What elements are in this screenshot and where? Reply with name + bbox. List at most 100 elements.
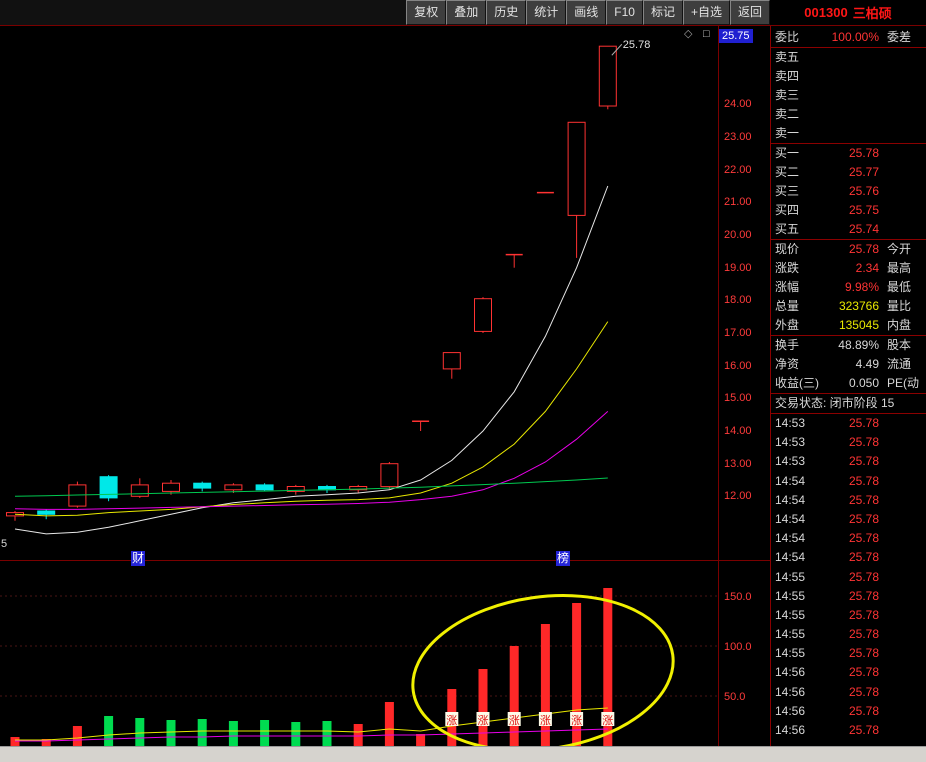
volume-axis: 150.0 100.0 50.0	[718, 560, 770, 746]
volume-bar	[384, 702, 394, 746]
weibi-value: 100.00%	[831, 30, 879, 44]
tag-bang[interactable]: 榜	[556, 551, 571, 566]
tick-price: 25.78	[848, 473, 879, 488]
volume-bar	[291, 722, 301, 746]
tick-price: 25.78	[848, 588, 879, 603]
stat-row: 外盘 135045 内盘	[771, 316, 926, 335]
buy-level-label: 买三	[775, 184, 800, 198]
tick-time: 14:56	[775, 723, 806, 737]
candle-body	[37, 510, 56, 515]
toolbar-button-F10[interactable]: F10	[606, 0, 643, 25]
rise-mark-bg	[538, 712, 552, 726]
candle-body	[598, 45, 617, 107]
sell-level-row: 卖一	[771, 124, 926, 143]
tick-price: 25.78	[848, 684, 879, 699]
buy-level-row: 买五 25.74	[771, 220, 926, 239]
volume-bar	[166, 720, 176, 746]
tag-cai[interactable]: 财	[131, 551, 146, 566]
stat-row: 换手 48.89% 股本	[771, 336, 926, 355]
ma-line	[14, 411, 609, 510]
tick-time: 14:54	[775, 473, 806, 488]
buy-level-row: 买四 25.75	[771, 201, 926, 220]
candle-body	[99, 476, 118, 499]
sell-level-label: 卖二	[775, 107, 800, 121]
volume-bar	[509, 646, 519, 746]
buy-level-row: 买二 25.77	[771, 163, 926, 182]
trade-status: 交易状态: 闭市阶段 15	[775, 396, 895, 410]
weicha-label: 委差	[887, 30, 912, 44]
main-chart[interactable]: 25.78	[0, 26, 718, 560]
buy-level-label: 买二	[775, 165, 800, 179]
stat-value: 135045	[838, 318, 879, 332]
volume-svg[interactable]: 涨涨涨涨涨涨	[0, 561, 718, 746]
candle-body	[193, 482, 212, 489]
stat-label: 涨幅	[775, 280, 800, 294]
current-price-marker: 25.75	[719, 29, 753, 43]
sidebar-divider	[771, 239, 926, 240]
volume-bar	[228, 721, 238, 746]
tick-row: 14:56 25.78	[771, 663, 926, 682]
toolbar-button-统计[interactable]: 统计	[526, 0, 567, 25]
rise-mark-bg	[601, 712, 615, 726]
tick-time: 14:54	[775, 550, 806, 565]
stat-value: 48.89%	[838, 338, 879, 352]
stat-row: 净资 4.49 流通	[771, 355, 926, 374]
ma-line	[14, 185, 609, 535]
toolbar-button-+自选[interactable]: +自选	[682, 0, 730, 25]
tick-price: 25.78	[848, 627, 879, 642]
toolbar-button-复权[interactable]: 复权	[406, 0, 447, 25]
buy-level-label: 买五	[775, 222, 800, 236]
stat-label2: 最低	[887, 280, 912, 294]
stat-label2: 股本	[887, 338, 912, 352]
diamond-icon[interactable]: ◇	[684, 28, 693, 40]
stat-label: 涨跌	[775, 261, 800, 275]
rise-mark-bg	[445, 712, 459, 726]
stat-label: 收益(三)	[775, 376, 819, 390]
maximize-icon[interactable]: □	[703, 28, 710, 40]
tick-price: 25.78	[848, 454, 879, 469]
candle-body	[380, 463, 399, 488]
candle-body	[567, 121, 586, 216]
tick-time: 14:55	[775, 646, 806, 661]
stat-label: 外盘	[775, 318, 800, 332]
bottom-scrollbar[interactable]	[0, 746, 926, 762]
stat-value: 0.050	[848, 376, 879, 390]
buy-level-row: 买一 25.78	[771, 144, 926, 163]
stat-row: 收益(三) 0.050 PE(动	[771, 374, 926, 393]
toolbar-button-画线[interactable]: 画线	[566, 0, 607, 25]
volume-bar	[260, 720, 270, 746]
sell-level-row: 卖五	[771, 48, 926, 67]
price-axis-label: 15.00	[724, 392, 752, 405]
tick-price: 25.78	[848, 416, 879, 430]
sidebar-body: 委比 100.00% 委差 卖五 卖四 卖三 卖二 卖一 买一 25.78 买二 25.77 买三 25.…	[771, 28, 926, 740]
tick-time: 14:56	[775, 665, 806, 680]
stat-value: 4.49	[855, 357, 879, 371]
rise-mark-label: 涨	[509, 714, 520, 727]
volume-pane[interactable]: 涨涨涨涨涨涨	[0, 560, 718, 746]
stat-label: 换手	[775, 338, 800, 352]
last-price-label: 25.78	[623, 39, 651, 51]
toolbar-button-历史[interactable]: 历史	[486, 0, 527, 25]
weibi-row: 委比 100.00% 委差	[771, 28, 926, 47]
toolbar-spacer	[0, 0, 407, 25]
candle-body	[130, 484, 149, 497]
toolbar-button-叠加[interactable]: 叠加	[446, 0, 487, 25]
price-axis-label: 14.00	[724, 424, 752, 437]
price-axis-label: 12.00	[724, 490, 752, 503]
candle-body	[162, 482, 180, 492]
volume-ma-line	[15, 728, 608, 742]
rise-mark-bg	[570, 712, 584, 726]
candle-body	[442, 352, 461, 370]
toolbar-button-标记[interactable]: 标记	[642, 0, 683, 25]
toolbar-button-返回[interactable]: 返回	[729, 0, 770, 25]
main-chart-svg[interactable]: 25.78	[0, 26, 718, 560]
sidebar-divider	[771, 143, 926, 144]
rise-mark-label: 涨	[446, 714, 457, 727]
price-axis-label: 19.00	[724, 261, 752, 274]
volume-bar	[197, 719, 207, 746]
candle-body	[286, 486, 305, 492]
tick-row: 14:54 25.78	[771, 510, 926, 529]
tick-time: 14:53	[775, 454, 806, 469]
volume-axis-label: 100.0	[724, 641, 752, 653]
